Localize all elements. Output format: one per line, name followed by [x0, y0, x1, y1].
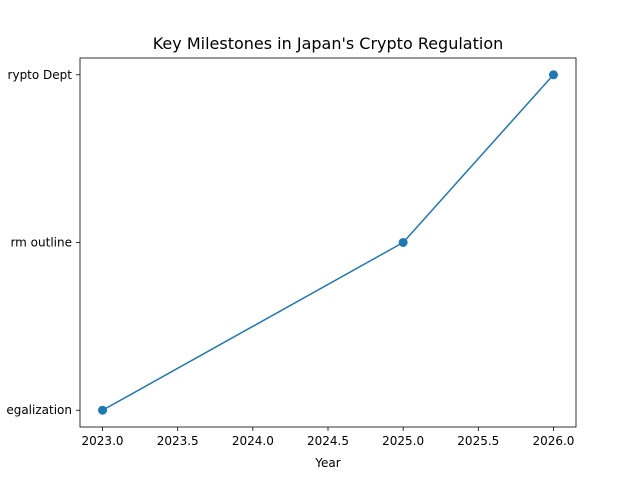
- data-point: [98, 405, 108, 415]
- x-tick-label: 2025.0: [382, 434, 424, 448]
- x-tick-label: 2024.0: [232, 434, 274, 448]
- data-point: [398, 238, 408, 247]
- x-tick-label: 2024.5: [307, 434, 349, 448]
- x-axis-label: Year: [314, 456, 340, 470]
- x-axis: 2023.0 2023.5 2024.0 2024.5 2025.0 2025.5 2026…: [82, 427, 574, 448]
- x-tick-label: 2023.5: [157, 434, 199, 448]
- y-tick-label: rm outline: [10, 236, 72, 250]
- data-point: [548, 70, 558, 80]
- x-tick-label: 2023.0: [82, 434, 124, 448]
- y-axis: egalization rm outline rypto Dept: [6, 68, 80, 417]
- y-tick-label: rypto Dept: [8, 68, 73, 82]
- chart-title: Key Milestones in Japan's Crypto Regulat…: [153, 34, 504, 53]
- x-tick-label: 2025.5: [457, 434, 499, 448]
- x-tick-label: 2026.0: [532, 434, 574, 448]
- y-tick-label: egalization: [6, 403, 72, 417]
